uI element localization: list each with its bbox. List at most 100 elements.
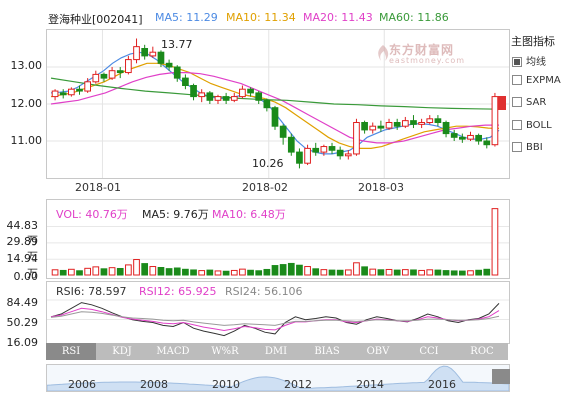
tab-macd[interactable]: MACD [156, 346, 190, 357]
candle [271, 107, 279, 127]
candle [230, 96, 238, 101]
indicator-tabs: RSI KDJ MACD W%R DMI BIAS OBV CCI ROC [46, 343, 508, 360]
candle [377, 125, 385, 129]
checkbox-icon[interactable] [512, 97, 522, 107]
date-label-feb: 2018-02 [242, 181, 288, 194]
tab-rsi[interactable]: RSI [46, 343, 96, 360]
date-label-mar: 2018-03 [358, 181, 404, 194]
volume-bar [214, 270, 222, 276]
volume-bar [312, 268, 320, 276]
timeline-navigator[interactable]: 2006 2008 2010 2012 2014 2016 [46, 364, 510, 392]
timeline-year-2008: 2008 [140, 378, 168, 391]
rsi-panel[interactable]: RSI6: 78.597 RSI12: 65.925 RSI24: 56.106 [46, 281, 510, 344]
candle [141, 48, 149, 57]
chart-header: 登海种业[002041] MA5: 11.29 MA10: 11.34 MA20… [0, 11, 564, 26]
volume-bar [247, 269, 254, 276]
rsi-tick-high: 84.49 [6, 296, 39, 309]
candle [157, 51, 165, 64]
indicator-expma[interactable]: EXPMA [512, 75, 561, 86]
candle [426, 118, 434, 124]
indicator-boll[interactable]: BOLL [512, 120, 552, 131]
candle [149, 51, 157, 57]
volume-bar [125, 264, 132, 276]
volume-bar [76, 270, 83, 276]
timeline-year-2014: 2014 [356, 378, 384, 391]
candle [116, 70, 124, 74]
volume-bar [271, 265, 279, 276]
volume-bar [410, 269, 417, 276]
indicator-sar[interactable]: SAR [512, 97, 546, 108]
timeline-year-2010: 2010 [212, 378, 240, 391]
rsi6-legend: RSI6: 78.597 [56, 285, 127, 298]
tab-cci[interactable]: CCI [419, 346, 439, 357]
candle [296, 151, 303, 164]
tab-kdj[interactable]: KDJ [112, 346, 132, 357]
checkbox-icon[interactable] [512, 142, 522, 152]
candle [263, 99, 271, 109]
volume-bar [369, 268, 377, 276]
indicator-expma-label: EXPMA [526, 75, 561, 86]
volume-bar [84, 267, 92, 276]
volume-bar [141, 263, 149, 276]
checkbox-icon[interactable] [512, 75, 522, 85]
volume-bar [426, 269, 434, 276]
candle [239, 88, 246, 98]
candle [255, 92, 263, 101]
indicator-ma[interactable]: 均线 [512, 53, 546, 68]
tab-dmi[interactable]: DMI [264, 346, 288, 357]
candle [214, 96, 222, 101]
tab-bias[interactable]: BIAS [314, 346, 340, 357]
volume-panel[interactable]: VOL: 40.76万 MA5: 9.76万 MA10: 6.48万 [46, 199, 510, 279]
volume-bar [116, 267, 124, 276]
ma5-legend: MA5: 11.29 [155, 11, 218, 24]
candle [198, 92, 206, 98]
candle [401, 120, 409, 127]
timeline-year-2006: 2006 [68, 378, 96, 391]
volume-bar [255, 270, 263, 276]
timeline-range-handle[interactable] [492, 369, 510, 384]
tab-wr[interactable]: W%R [211, 346, 239, 357]
volume-bar [149, 266, 157, 276]
vol-legend: VOL: 40.76万 [56, 208, 128, 221]
candle [222, 96, 230, 101]
candle [92, 73, 100, 83]
volume-bar [401, 269, 409, 276]
volume-bar [353, 262, 360, 276]
timeline-year-2016: 2016 [428, 378, 456, 391]
price-chart-panel[interactable]: 东方财富网 eastmoney.com 13.77 10.26 [46, 29, 510, 179]
volume-bar [222, 270, 230, 276]
volume-bar [182, 268, 189, 276]
scroll-handle[interactable] [498, 96, 506, 110]
price-chart [47, 30, 509, 178]
candle [100, 73, 108, 79]
candle [320, 146, 328, 153]
rsi-line-rsi12 [50, 307, 500, 332]
indicator-menu-title: 主图指标 [511, 35, 555, 48]
tab-roc[interactable]: ROC [470, 346, 494, 357]
volume-bar [68, 268, 75, 276]
checkbox-icon[interactable] [512, 120, 522, 130]
indicator-bbi-label: BBI [526, 142, 543, 153]
indicator-sar-label: SAR [526, 97, 547, 108]
price-tick-13: 13.00 [10, 59, 43, 72]
tab-obv[interactable]: OBV [366, 346, 390, 357]
timeline-area [47, 365, 509, 391]
volume-bar [239, 268, 246, 276]
volume-bar [206, 269, 214, 276]
volume-bar [442, 270, 450, 276]
checkbox-checked-icon[interactable] [512, 57, 522, 67]
indicator-ma-label: 均线 [526, 57, 546, 68]
volume-bar [296, 264, 303, 276]
flame-logo-icon [378, 45, 389, 61]
volume-chart [47, 208, 509, 276]
volume-bar [418, 269, 425, 276]
candle [385, 122, 393, 129]
candle [393, 122, 401, 127]
volume-bar [157, 267, 165, 276]
indicator-bbi[interactable]: BBI [512, 142, 543, 153]
watermark-url: eastmoney.com [389, 56, 466, 65]
candle [450, 133, 458, 138]
candle [59, 92, 67, 96]
candle [353, 122, 360, 155]
candle [410, 120, 417, 125]
